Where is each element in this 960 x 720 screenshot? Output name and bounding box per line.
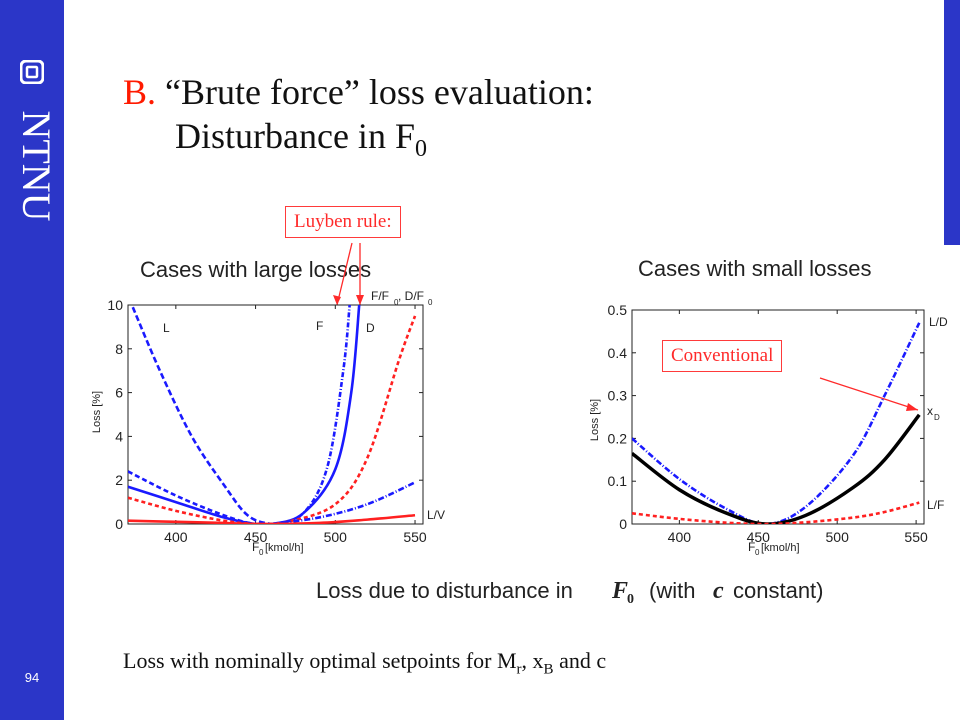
chart-right-xlabel-sub: 0 xyxy=(755,548,760,557)
y-tick-label: 0 xyxy=(619,516,627,532)
x-tick-label: 500 xyxy=(324,529,348,545)
chart-right-title: Cases with small losses xyxy=(638,256,872,281)
label-lf: L/F xyxy=(927,498,944,512)
chart-left-xlabel-sub: 0 xyxy=(259,548,264,557)
ntnu-logo-icon xyxy=(20,60,44,84)
callout-luyben-rule: Luyben rule: xyxy=(285,206,401,238)
caption-c: c xyxy=(713,578,724,604)
caption-symbol-sub: 0 xyxy=(627,592,634,607)
y-tick-label: 0.5 xyxy=(608,302,628,318)
caption-with: (with xyxy=(649,578,695,603)
series-line-left-1 xyxy=(239,305,351,524)
label-l: L xyxy=(163,321,170,335)
title-line-1: B. “Brute force” loss evaluation: xyxy=(123,70,594,114)
series-line-right-2 xyxy=(632,501,920,524)
y-tick-label: 0.3 xyxy=(608,388,628,404)
callout-conventional: Conventional xyxy=(662,340,783,372)
x-tick-label: 500 xyxy=(826,529,850,545)
label-xd-sub: D xyxy=(934,413,940,422)
ntnu-logo-text: NTNU xyxy=(14,110,55,221)
x-tick-label: 550 xyxy=(904,529,928,545)
y-tick-label: 10 xyxy=(107,297,123,313)
bottom-text-c: and c xyxy=(553,648,607,673)
right-accent-bar xyxy=(944,0,960,245)
luyben-arrowhead-2 xyxy=(356,295,364,305)
title-text-2: Disturbance in F xyxy=(175,116,415,156)
label-f: F xyxy=(316,319,323,333)
title-text-1: “Brute force” loss evaluation: xyxy=(165,72,594,112)
bottom-text-b: , x xyxy=(521,648,544,673)
slide-title: B. “Brute force” loss evaluation: Distur… xyxy=(123,70,594,163)
series-line-left-4 xyxy=(128,470,288,524)
bottom-text-b-sub: B xyxy=(543,661,554,678)
x-tick-label: 450 xyxy=(747,529,771,545)
chart-left-title: Cases with large losses xyxy=(140,257,371,282)
chart-right-xlabel: F xyxy=(748,540,755,554)
label-df0: , D/F xyxy=(398,289,424,303)
label-xd: x xyxy=(927,404,933,418)
y-tick-label: 8 xyxy=(115,341,123,357)
y-tick-label: 0 xyxy=(115,516,123,532)
series-line-left-8 xyxy=(128,513,416,524)
label-ld: L/D xyxy=(929,315,948,329)
x-tick-label: 400 xyxy=(668,529,692,545)
label-ff0: F/F xyxy=(371,289,389,303)
chart-left-xlabel: F xyxy=(252,540,259,554)
bottom-text: Loss with nominally optimal setpoints fo… xyxy=(123,648,606,678)
chart-left-frame xyxy=(127,304,424,525)
sidebar: NTNU 94 xyxy=(0,0,64,720)
title-subscript: 0 xyxy=(414,136,427,162)
page-number: 94 xyxy=(24,670,40,685)
title-prefix: B. xyxy=(123,72,157,112)
chart-left-xlabel-unit: [kmol/h] xyxy=(265,542,304,554)
x-tick-label: 400 xyxy=(164,529,188,545)
luyben-arrowhead-1 xyxy=(333,295,341,305)
chart-left-ylabel: Loss [%] xyxy=(91,391,103,433)
y-tick-label: 0.4 xyxy=(608,345,628,361)
caption-symbol: F xyxy=(611,578,628,604)
chart-right-xlabel-unit: [kmol/h] xyxy=(761,542,800,554)
series-line-right-1 xyxy=(632,413,921,524)
series-line-left-7 xyxy=(128,496,288,524)
bottom-text-a: Loss with nominally optimal setpoints fo… xyxy=(123,648,517,673)
series-line-left-0 xyxy=(131,306,304,524)
logo-text: NTNU xyxy=(14,110,55,221)
chart-right-ylabel: Loss [%] xyxy=(589,399,601,441)
series-line-right-0 xyxy=(632,322,921,524)
caption-constant: constant) xyxy=(733,578,824,603)
label-ff0-sub: 0 xyxy=(394,298,399,307)
x-tick-label: 450 xyxy=(244,529,268,545)
title-line-2: Disturbance in F0 xyxy=(123,114,594,163)
y-tick-label: 4 xyxy=(115,428,123,444)
y-tick-label: 6 xyxy=(115,385,123,401)
luyben-arrow-1 xyxy=(336,242,353,306)
y-tick-label: 0.1 xyxy=(608,473,628,489)
conventional-arrow xyxy=(819,377,919,411)
x-tick-label: 550 xyxy=(403,529,427,545)
series-line-left-2 xyxy=(239,305,361,524)
y-tick-label: 0.2 xyxy=(608,430,628,446)
series-line-left-5 xyxy=(128,485,288,524)
bottom-text-a-sub: r xyxy=(516,661,522,678)
chart-caption: Loss due to disturbance in xyxy=(316,578,573,603)
label-lv: L/V xyxy=(427,508,445,522)
label-df0-sub: 0 xyxy=(428,298,433,307)
y-tick-label: 2 xyxy=(115,472,123,488)
conventional-arrowhead xyxy=(906,403,918,411)
label-d: D xyxy=(366,321,375,335)
